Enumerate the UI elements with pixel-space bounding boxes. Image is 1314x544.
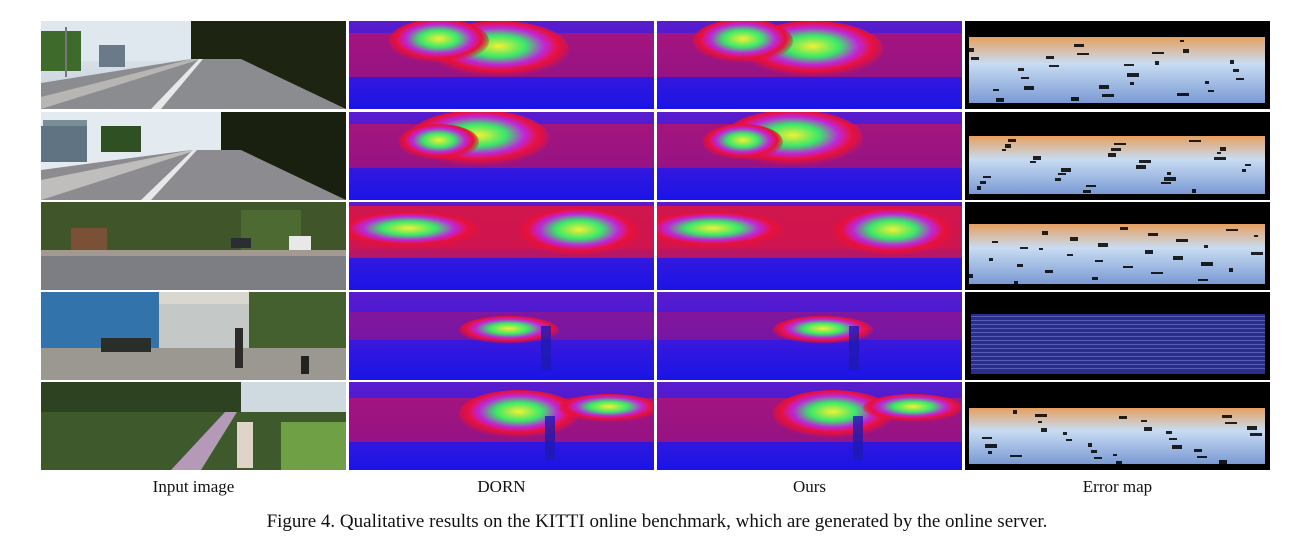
dorn-panel-row-2 [349,112,654,200]
ours-panel-row-5 [657,382,962,470]
error-panel-row-1 [965,21,1270,109]
error-panel-row-4 [965,292,1270,380]
dorn-panel-row-4 [349,292,654,380]
error-panel-row-3 [965,202,1270,290]
label-error-map: Error map [1082,477,1153,496]
ours-panel-row-3 [657,202,962,290]
dorn-panel-row-5 [349,382,654,470]
dorn-panel-row-1 [349,21,654,109]
input-panel-row-1 [41,21,346,109]
label-ours: Ours [792,477,827,496]
ours-panel-row-1 [657,21,962,109]
error-panel-row-2 [965,112,1270,200]
label-dorn: DORN [477,477,526,496]
figure-grid [41,21,1270,470]
input-panel-row-3 [41,202,346,290]
label-input-image: Input image [152,477,235,496]
ours-panel-row-2 [657,112,962,200]
input-panel-row-4 [41,292,346,380]
input-panel-row-2 [41,112,346,200]
dorn-panel-row-3 [349,202,654,290]
input-panel-row-5 [41,382,346,470]
error-panel-row-5 [965,382,1270,470]
figure-caption: Figure 4. Qualitative results on the KIT… [266,511,1048,532]
ours-panel-row-4 [657,292,962,380]
